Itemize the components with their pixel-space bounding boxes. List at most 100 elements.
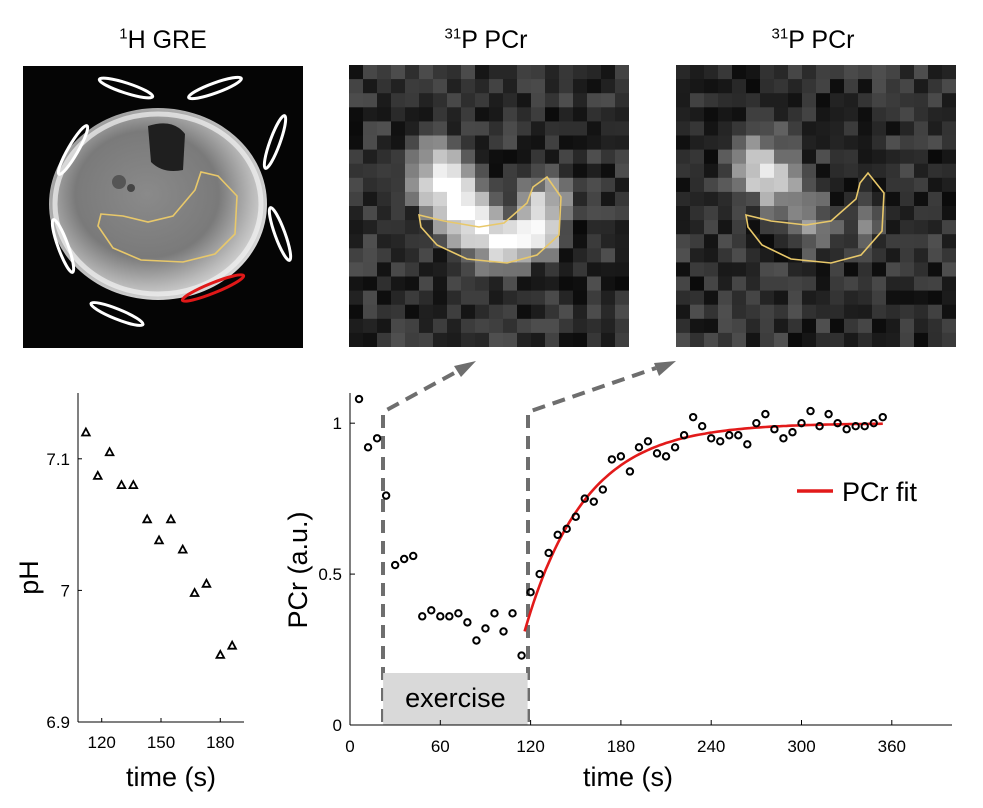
pcr-point xyxy=(390,560,400,570)
pcr-image-exercise xyxy=(676,65,956,347)
roi-outline xyxy=(97,171,238,263)
ph-point xyxy=(141,513,153,524)
tibia-bone xyxy=(148,123,185,171)
ph-y-tick-label: 7 xyxy=(61,581,70,600)
pcr-point xyxy=(625,467,635,476)
pcr-image-rest-panel xyxy=(349,65,629,347)
pcr-x-tick-label: 0 xyxy=(345,737,354,756)
ph-point xyxy=(177,543,189,554)
pcr-point xyxy=(688,412,698,422)
dashed-arrow-recovery xyxy=(526,366,657,722)
pcr-point xyxy=(860,422,869,431)
active-coil-element xyxy=(180,273,246,303)
pcr-point xyxy=(643,437,653,446)
pcr-point xyxy=(463,618,472,627)
pcr-point xyxy=(761,409,770,419)
pcr-point xyxy=(842,425,851,434)
title-superscript: 31 xyxy=(771,25,789,43)
pcr-y-tick-label: 0.5 xyxy=(318,565,342,584)
leg-cross-section xyxy=(49,108,267,300)
ph-plot: 120 150 180 6.9 7 7.1 time (s) pH xyxy=(14,393,244,792)
ph-point xyxy=(80,426,92,437)
panel-title-31p-pcr-1: 31P PCr xyxy=(356,26,616,55)
pcr-point xyxy=(580,494,589,503)
ph-point xyxy=(104,446,115,457)
ph-point xyxy=(226,639,238,650)
pcr-point xyxy=(734,431,743,440)
panel-title-31p-pcr-2: 31P PCr xyxy=(683,26,943,55)
pcr-point xyxy=(725,431,734,440)
pcr-point xyxy=(454,609,463,618)
pcr-point xyxy=(354,394,364,404)
ph-x-tick-label: 150 xyxy=(147,733,175,752)
pcr-point xyxy=(743,440,752,449)
pcr-point xyxy=(878,412,887,422)
coil-elements xyxy=(50,75,293,327)
gre-image xyxy=(23,66,303,348)
pcr-point xyxy=(445,612,454,621)
panel-title-1h-gre: 1H GRE xyxy=(33,26,293,55)
pcr-point xyxy=(490,609,499,618)
pcr-x-tick-label: 120 xyxy=(516,737,544,756)
pcr-point xyxy=(815,422,824,431)
pcr-x-tick-label: 180 xyxy=(607,737,635,756)
roi-outline xyxy=(418,175,562,264)
pcr-point xyxy=(752,418,761,428)
ph-y-axis-label: pH xyxy=(14,560,44,595)
title-text: P PCr xyxy=(461,26,528,54)
exercise-label: exercise xyxy=(405,683,506,713)
title-text: P PCr xyxy=(788,26,855,54)
ph-x-tick-label: 180 xyxy=(206,733,234,752)
dashed-arrows xyxy=(381,366,657,722)
pcr-image-exercise-panel xyxy=(676,65,956,347)
pcr-point xyxy=(589,497,599,506)
pcr-point xyxy=(670,443,680,452)
ph-point xyxy=(116,479,127,490)
title-text: H GRE xyxy=(127,26,207,54)
pcr-point xyxy=(409,551,418,561)
pcr-image-rest xyxy=(349,65,629,347)
pcr-x-tick-label: 300 xyxy=(787,737,815,756)
pcr-point xyxy=(598,485,608,494)
pcr-point xyxy=(363,443,373,452)
pcr-point xyxy=(436,612,445,621)
pcr-x-tick-label: 360 xyxy=(878,737,906,756)
title-superscript: 1 xyxy=(119,25,128,43)
ph-point xyxy=(153,534,165,545)
exercise-box xyxy=(383,673,528,725)
legend-fit-label: PCr fit xyxy=(842,477,918,507)
pcr-point xyxy=(418,612,427,621)
pcr-point xyxy=(697,422,707,431)
pcr-y-axis-label: PCr (a.u.) xyxy=(283,511,313,628)
ph-point xyxy=(165,513,177,524)
pcr-point xyxy=(716,437,725,446)
pcr-point xyxy=(372,434,382,443)
pcr-point xyxy=(616,452,626,461)
pcr-point xyxy=(508,609,517,618)
pcr-point xyxy=(535,569,544,579)
pcr-point xyxy=(679,431,689,440)
pcr-point xyxy=(824,409,833,419)
pcr-point xyxy=(833,418,842,428)
pcr-point xyxy=(634,443,644,452)
pcr-point xyxy=(553,530,562,540)
roi-outline xyxy=(745,171,885,264)
pcr-point xyxy=(571,512,580,521)
pcr-point xyxy=(481,624,490,633)
pcr-y-tick-label: 0 xyxy=(333,716,342,735)
pcr-x-axis-label: time (s) xyxy=(583,762,673,792)
arrowhead-rest xyxy=(454,361,476,377)
ph-y-tick-label: 7.1 xyxy=(46,450,70,469)
ph-point xyxy=(189,587,200,597)
pcr-point xyxy=(652,449,662,458)
gre-image-panel xyxy=(23,66,303,348)
ph-x-tick-label: 120 xyxy=(88,733,116,752)
pcr-point xyxy=(806,406,815,416)
pcr-point xyxy=(562,524,571,534)
ph-point xyxy=(92,470,104,480)
ph-point xyxy=(128,479,139,490)
pcr-fit-line xyxy=(523,422,883,632)
pcr-point xyxy=(797,418,806,428)
pcr-point xyxy=(607,455,617,464)
